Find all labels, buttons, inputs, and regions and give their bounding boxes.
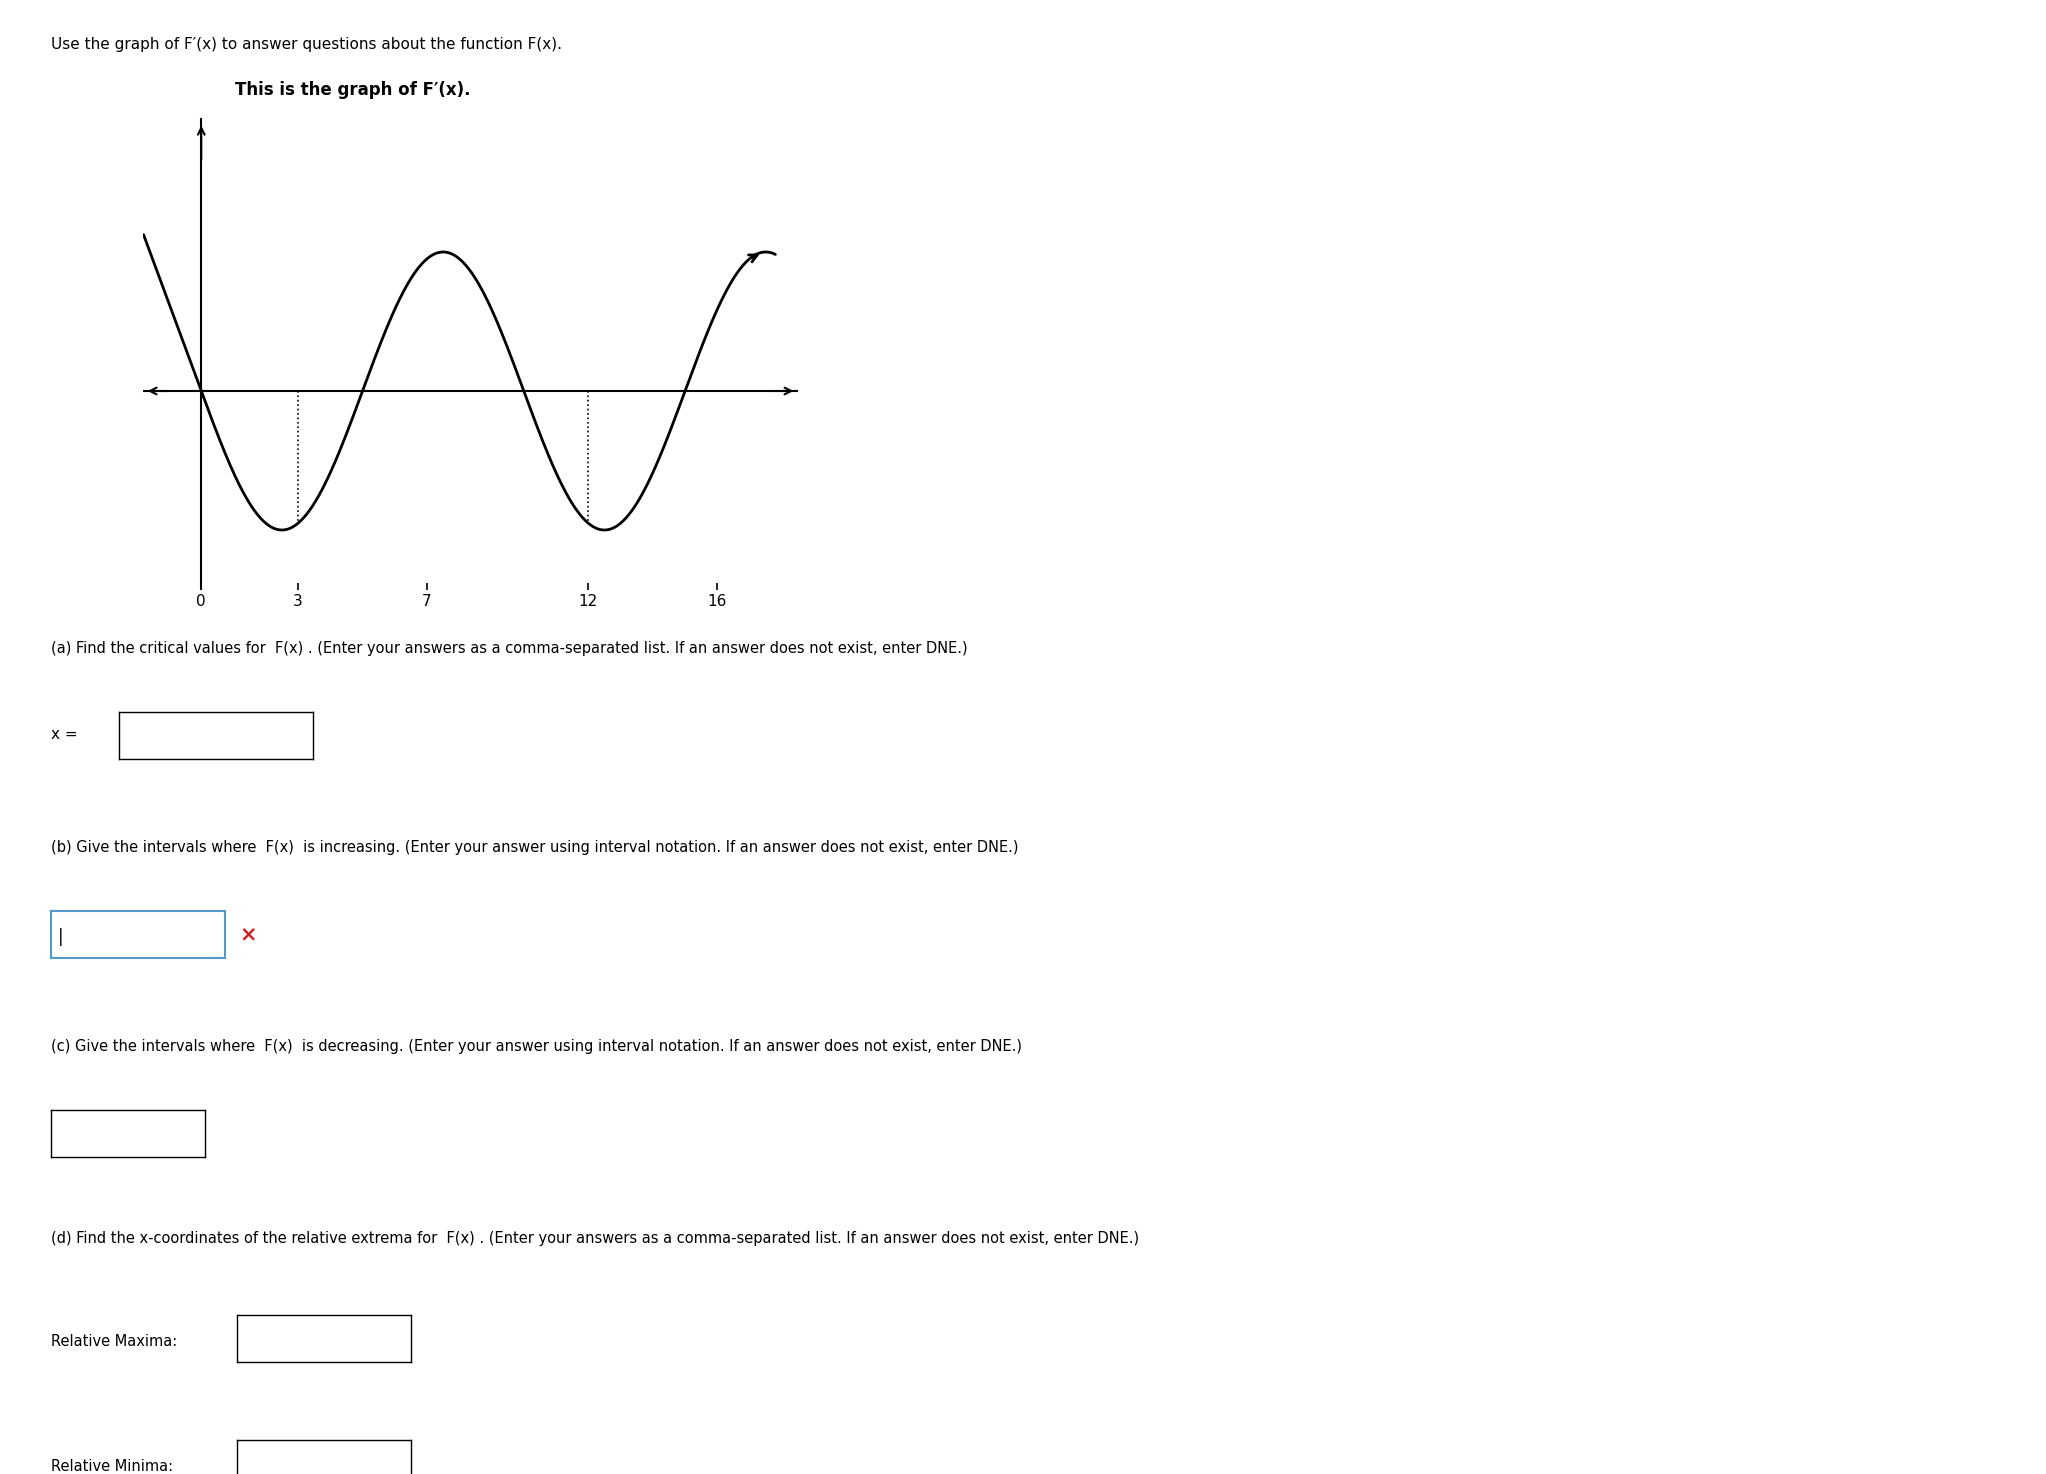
Text: (d) Find the x-coordinates of the relative extrema for  F(x) . (Enter your answe: (d) Find the x-coordinates of the relati…	[51, 1231, 1140, 1246]
Text: ×: ×	[239, 924, 258, 945]
Text: |: |	[57, 927, 63, 946]
Text: (a) Find the critical values for  F(x) . (Enter your answers as a comma-separate: (a) Find the critical values for F(x) . …	[51, 641, 968, 656]
Text: Relative Minima:: Relative Minima:	[51, 1459, 174, 1474]
Text: x =: x =	[51, 727, 78, 741]
Text: This is the graph of F′(x).: This is the graph of F′(x).	[235, 81, 471, 99]
Text: (c) Give the intervals where  F(x)  is decreasing. (Enter your answer using inte: (c) Give the intervals where F(x) is dec…	[51, 1039, 1023, 1054]
Text: Use the graph of F′(x) to answer questions about the function F(x).: Use the graph of F′(x) to answer questio…	[51, 37, 563, 52]
Text: (b) Give the intervals where  F(x)  is increasing. (Enter your answer using inte: (b) Give the intervals where F(x) is inc…	[51, 840, 1019, 855]
Text: Relative Maxima:: Relative Maxima:	[51, 1334, 178, 1349]
